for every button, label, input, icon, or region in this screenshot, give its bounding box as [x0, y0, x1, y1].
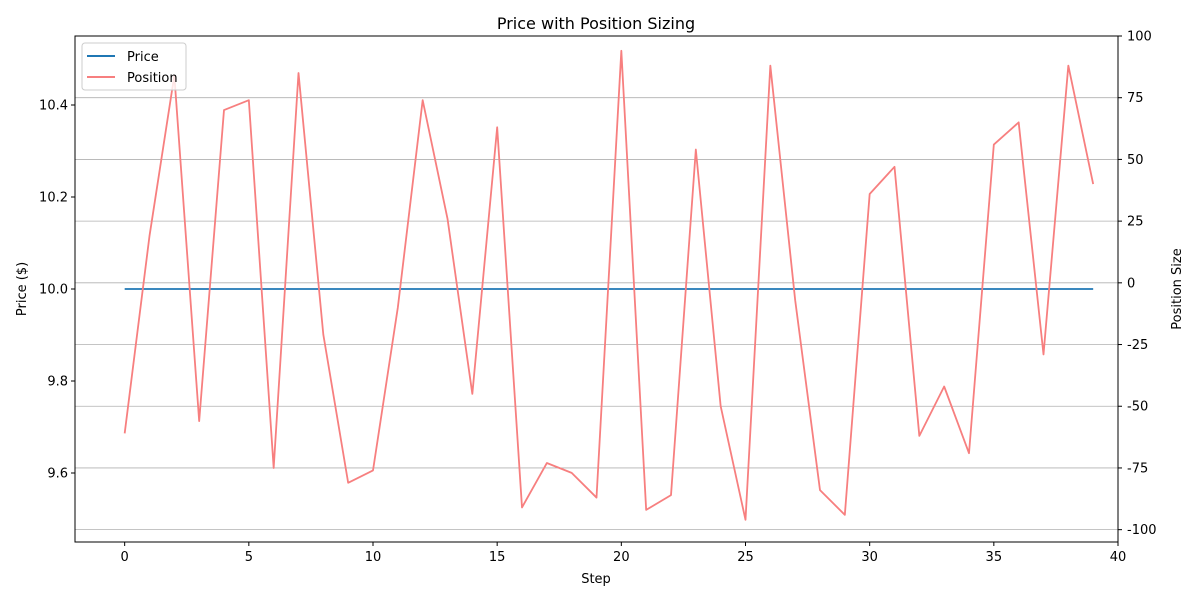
x-tick-label-7: 35 [986, 550, 1003, 565]
chart-title: Price with Position Sizing [497, 14, 695, 33]
y-tick-label-1: 9.8 [47, 375, 68, 390]
y-axis-left-ticks: 9.6 9.8 10.0 10.2 10.4 [39, 99, 75, 482]
y-tick-label-4: 10.4 [39, 99, 68, 114]
x-axis-label: Step [581, 572, 611, 587]
x-tick-label-0: 0 [121, 550, 129, 565]
y2-tick-label-4: 0 [1127, 276, 1135, 291]
y-axis-label: Price ($) [15, 262, 30, 316]
y2-tick-label-6: 50 [1127, 153, 1144, 168]
y-axis-right-ticks: -100 -75 -50 -25 0 25 50 75 100 [1118, 30, 1157, 538]
series-line-position [123, 49, 1095, 521]
legend-box [81, 42, 187, 91]
y2-axis-label: Position Size [1170, 248, 1185, 329]
x-tick-label-4: 20 [613, 550, 630, 565]
y2-tick-label-3: -25 [1127, 338, 1148, 353]
x-tick-label-8: 40 [1110, 550, 1127, 565]
y2-tick-label-8: 100 [1127, 30, 1152, 45]
x-axis-ticks: 0 5 10 15 20 25 30 35 40 [121, 542, 1127, 565]
legend-price-label: Price [127, 50, 159, 65]
y-tick-label-3: 10.2 [39, 191, 68, 206]
y2-tick-label-7: 75 [1127, 91, 1144, 106]
y2-tick-label-5: 25 [1127, 215, 1144, 230]
y2-tick-label-2: -50 [1127, 400, 1148, 415]
x-tick-label-3: 15 [489, 550, 506, 565]
y2-tick-label-0: -100 [1127, 523, 1157, 538]
y-tick-label-0: 9.6 [47, 467, 68, 482]
legend: Price Position [81, 42, 187, 91]
series-lines [123, 49, 1095, 521]
x-tick-label-2: 10 [365, 550, 382, 565]
legend-position-label: Position [127, 71, 178, 86]
y2-tick-label-1: -75 [1127, 461, 1148, 476]
x-tick-label-6: 30 [861, 550, 878, 565]
x-tick-label-5: 25 [737, 550, 754, 565]
x-tick-label-1: 5 [245, 550, 253, 565]
y-tick-label-2: 10.0 [39, 283, 68, 298]
